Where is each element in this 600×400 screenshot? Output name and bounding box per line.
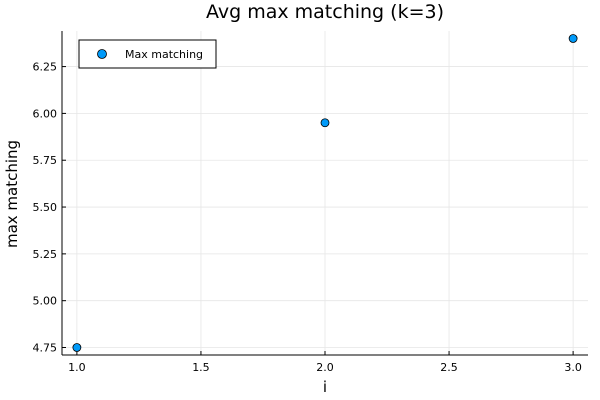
data-point — [320, 118, 330, 128]
ticks: 1.0 1.5 2.0 2.5 3.0 4.75 5.00 5.25 5.50 5.75 6.00 6… — [33, 61, 582, 374]
y-tick-label: 6.00 — [33, 107, 58, 120]
y-tick-label: 6.25 — [33, 61, 58, 74]
y-axis-label: max matching — [3, 140, 21, 248]
y-tick-label: 4.75 — [33, 342, 58, 355]
y-tick-label: 5.00 — [33, 295, 58, 308]
legend-marker — [97, 49, 107, 59]
x-tick-label: 1.0 — [68, 361, 86, 374]
chart-title: Avg max matching (k=3) — [206, 1, 444, 23]
data-point — [72, 343, 82, 352]
x-tick-label: 1.5 — [192, 361, 210, 374]
x-tick-label: 2.0 — [316, 361, 334, 374]
data-point — [568, 34, 578, 43]
x-tick-label: 2.5 — [440, 361, 458, 374]
data-points — [72, 34, 578, 352]
y-tick-label: 5.25 — [33, 248, 58, 261]
legend: Max matching — [78, 39, 217, 69]
y-tick-label: 5.75 — [33, 154, 58, 167]
grid-lines — [62, 31, 588, 355]
y-tick-label: 5.50 — [33, 201, 58, 214]
x-tick-label: 3.0 — [564, 361, 582, 374]
legend-label: Max matching — [125, 48, 203, 61]
x-axis-label: i — [323, 378, 327, 396]
